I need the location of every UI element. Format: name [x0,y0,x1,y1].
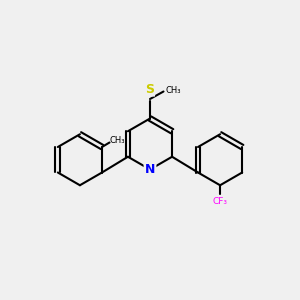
Text: CH₃: CH₃ [110,136,125,146]
Text: CF₃: CF₃ [213,197,228,206]
Text: S: S [146,83,154,96]
Text: CH₃: CH₃ [165,85,181,94]
Text: N: N [145,163,155,176]
